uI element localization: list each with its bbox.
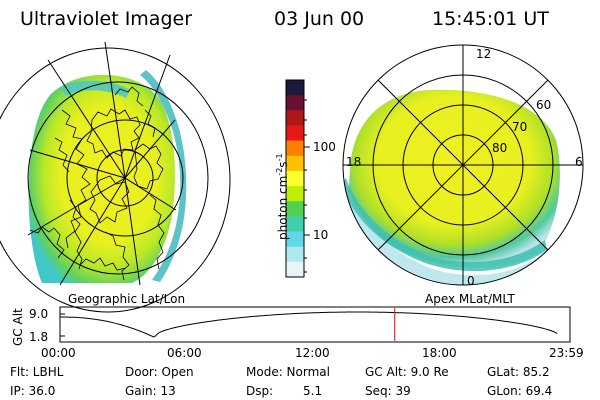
orbit-ylabel: GC Alt [11,308,25,346]
right-aurora-image [348,89,560,268]
info-filter: Flt: LBHL [10,365,64,379]
date-label: 03 Jun 00 [274,8,365,30]
unit-text: photon cm [276,175,290,240]
time-label: 15:45:01 UT [432,8,549,30]
colorbar-swatch [286,201,304,217]
info-dsp-value: 5.1 [303,384,323,398]
left-map-caption: Geographic Lat/Lon [68,292,186,306]
colorbar-swatch [286,216,304,233]
colorbar-swatch [286,110,304,127]
info-gain: Gain: 13 [125,384,176,398]
info-seq: Seq: 39 [365,384,411,398]
info-glon: GLon: 69.4 [487,384,553,398]
info-dsp-label: Dsp: [246,384,274,398]
mlat-label-70: 70 [512,120,528,134]
colorbar-swatch [286,155,304,172]
colorbar-swatch [286,140,304,157]
orbit-xtick-1: 06:00 [167,346,202,360]
polar-map [342,44,584,286]
orbit-xtick-0: 00:00 [41,346,76,360]
unit-s: s [276,161,290,168]
left-aurora-green-band [60,80,130,98]
colorbar-swatch [286,170,304,187]
mlat-label-80: 80 [492,141,508,155]
mlt-label-18: 18 [346,155,362,169]
colorbar-swatch [286,125,304,142]
info-ip: IP: 36.0 [10,384,56,398]
right-aurora-outer-glow [343,180,552,285]
colorbar-swatch [286,261,304,278]
mlt-label-0: 0 [467,274,475,288]
colorbar-swatch [286,186,304,202]
orbit-plot [59,306,571,343]
orbit-ytick-bottom: 1.8 [29,330,49,344]
colorbar-swatch [286,80,304,96]
geographic-map [0,41,231,313]
orbit-altitude-curve [60,311,558,338]
mlt-label-12: 12 [476,47,492,61]
unit-sup-cm: -2 [275,167,284,176]
orbit-xtick-2: 12:00 [295,346,330,360]
left-aurora-fringe [140,70,187,282]
unit-sup-s: -1 [275,153,284,162]
orbit-xtick-3: 18:00 [422,346,457,360]
colorbar-unit-label: photon cm-2s-1 [275,153,290,240]
colorbar-tick-100: 100 [313,140,336,154]
colorbar-tick-10: 10 [313,228,329,242]
colorbar-swatch [286,231,304,248]
info-gc-alt: GC Alt: 9.0 Re [365,365,449,379]
mlat-label-60: 60 [536,98,552,112]
info-door: Door: Open [125,365,194,379]
instrument-title: Ultraviolet Imager [20,8,193,30]
colorbar-frame [285,79,305,278]
orbit-ytick-top: 9.0 [29,307,49,321]
info-mode: Mode: Normal [246,365,330,379]
mlt-label-6: 6 [575,155,583,169]
colorbar-swatch [286,95,304,111]
right-map-caption: Apex MLat/MLT [425,292,515,306]
orbit-plot-frame [59,306,571,343]
info-glat: GLat: 85.2 [487,365,550,379]
colorbar [285,79,310,278]
orbit-xtick-4: 23:59 [549,346,584,360]
colorbar-swatch [286,246,304,263]
